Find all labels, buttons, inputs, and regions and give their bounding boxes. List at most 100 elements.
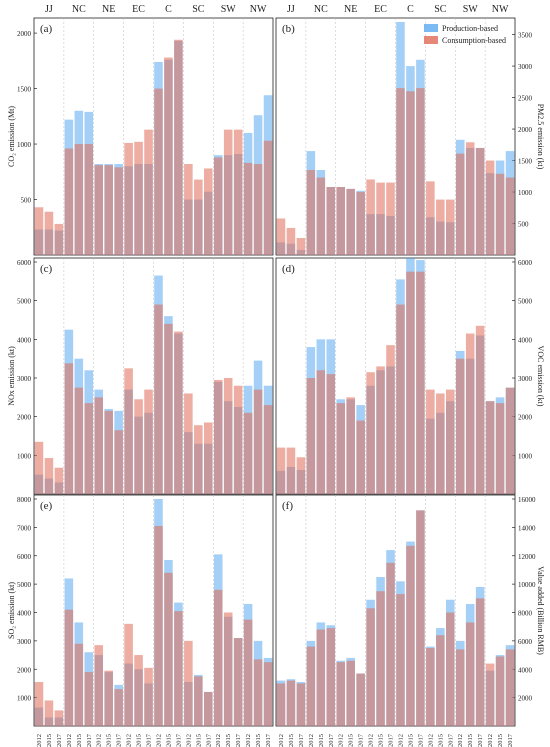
consumption-bar-jj-2015 bbox=[44, 458, 54, 494]
consumption-bar-sc-2012 bbox=[184, 640, 193, 726]
consumption-bar-jj-2012 bbox=[276, 683, 286, 726]
legend-label-production: Production-based bbox=[442, 24, 498, 33]
y-tick-label: 4000 bbox=[518, 666, 533, 674]
y-tick-label: 1000 bbox=[17, 695, 32, 703]
consumption-bar-sc-2017 bbox=[445, 389, 455, 494]
consumption-bar-ne-2017 bbox=[114, 689, 123, 726]
consumption-bar-sc-2017 bbox=[203, 691, 213, 726]
legend-swatch-production bbox=[424, 24, 438, 32]
consumption-bar-nw-2017 bbox=[505, 387, 515, 494]
consumption-bar-c-2015 bbox=[164, 323, 173, 494]
consumption-bar-ec-2015 bbox=[134, 655, 143, 726]
panel-label: (c) bbox=[40, 263, 53, 275]
consumption-bar-ec-2017 bbox=[386, 562, 395, 726]
consumption-bar-jj-2015 bbox=[286, 227, 296, 255]
consumption-bar-ec-2015 bbox=[376, 182, 385, 255]
year-label: 2015 bbox=[407, 734, 414, 747]
consumption-bar-c-2012 bbox=[154, 88, 163, 255]
consumption-bar-sw-2017 bbox=[475, 598, 485, 726]
consumption-bar-c-2017 bbox=[416, 88, 425, 256]
consumption-bar-sw-2015 bbox=[465, 622, 475, 726]
consumption-bar-jj-2015 bbox=[286, 447, 296, 494]
region-label-sc: SC bbox=[192, 4, 205, 15]
region-label-ec: EC bbox=[374, 4, 387, 15]
consumption-bar-sw-2015 bbox=[465, 333, 475, 494]
consumption-bar-sw-2015 bbox=[223, 612, 233, 726]
consumption-bar-sw-2012 bbox=[213, 157, 223, 255]
y-tick-label: 5000 bbox=[17, 298, 32, 306]
y-tick-label: 3000 bbox=[17, 375, 32, 383]
y-tick-label: 3000 bbox=[518, 375, 533, 383]
consumption-bar-ec-2015 bbox=[134, 399, 143, 494]
y-axis-label: SO₂ emission (kt) bbox=[7, 582, 16, 639]
consumption-bar-jj-2017 bbox=[296, 457, 306, 494]
year-label: 2015 bbox=[437, 734, 444, 747]
consumption-bar-sc-2012 bbox=[184, 164, 193, 255]
y-tick-label: 3000 bbox=[518, 63, 533, 71]
consumption-bar-nc-2012 bbox=[64, 609, 74, 726]
consumption-bar-nw-2015 bbox=[253, 659, 263, 726]
consumption-bar-nw-2017 bbox=[263, 405, 273, 494]
consumption-bar-c-2015 bbox=[406, 91, 415, 256]
consumption-bar-nc-2012 bbox=[306, 169, 316, 255]
region-label-nc: NC bbox=[314, 4, 328, 15]
year-label: 2017 bbox=[298, 733, 305, 747]
region-label-sc: SC bbox=[434, 4, 447, 15]
year-label: 2015 bbox=[225, 734, 232, 747]
consumption-bar-jj-2017 bbox=[54, 223, 64, 255]
region-label-nw: NW bbox=[492, 4, 509, 15]
year-label: 2017 bbox=[116, 733, 123, 747]
y-tick-label: 2000 bbox=[17, 666, 32, 674]
y-axis-label: Value added (Billion RMB) bbox=[536, 566, 545, 655]
consumption-bar-nc-2012 bbox=[306, 646, 316, 726]
consumption-bar-nc-2015 bbox=[316, 629, 326, 726]
consumption-bar-jj-2012 bbox=[34, 682, 44, 726]
y-tick-label: 8000 bbox=[518, 610, 533, 618]
year-label: 2017 bbox=[507, 733, 514, 747]
consumption-bar-ne-2012 bbox=[94, 645, 104, 726]
year-label: 2015 bbox=[165, 734, 172, 747]
year-label: 2015 bbox=[46, 734, 53, 747]
year-label: 2015 bbox=[136, 734, 143, 747]
y-tick-label: 4000 bbox=[518, 336, 533, 344]
consumption-bar-sw-2017 bbox=[475, 147, 485, 255]
consumption-bar-sc-2017 bbox=[203, 422, 213, 494]
year-label: 2015 bbox=[106, 734, 113, 747]
region-label-sw: SW bbox=[221, 4, 237, 15]
consumption-bar-ne-2017 bbox=[356, 673, 365, 726]
y-axis-label: NOx emission (kt) bbox=[7, 346, 16, 406]
consumption-bar-nw-2017 bbox=[263, 140, 273, 255]
consumption-bar-nc-2012 bbox=[64, 148, 74, 255]
consumption-bar-ne-2017 bbox=[356, 420, 365, 494]
year-label: 2012 bbox=[245, 734, 252, 747]
year-label: 2012 bbox=[427, 734, 434, 747]
region-label-jj: JJ bbox=[45, 4, 53, 15]
consumption-bar-nw-2012 bbox=[485, 663, 495, 726]
year-label: 2012 bbox=[397, 734, 404, 747]
consumption-bar-sc-2012 bbox=[426, 647, 435, 726]
consumption-bar-jj-2015 bbox=[44, 211, 54, 255]
consumption-bar-c-2012 bbox=[396, 88, 405, 256]
consumption-bar-sw-2017 bbox=[233, 638, 243, 726]
consumption-bar-c-2017 bbox=[174, 39, 183, 255]
year-label: 2015 bbox=[467, 734, 474, 747]
year-label: 2017 bbox=[146, 733, 153, 747]
year-label: 2012 bbox=[36, 734, 43, 747]
y-tick-label: 2000 bbox=[17, 414, 32, 422]
year-label: 2015 bbox=[497, 734, 504, 747]
consumption-bar-sc-2012 bbox=[184, 393, 193, 494]
consumption-bar-jj-2012 bbox=[34, 441, 44, 494]
y-tick-label: 3500 bbox=[518, 32, 533, 40]
consumption-bar-ne-2015 bbox=[346, 660, 355, 726]
consumption-bar-nc-2017 bbox=[84, 144, 94, 255]
y-tick-label: 500 bbox=[21, 197, 32, 205]
consumption-bar-nc-2015 bbox=[316, 370, 326, 494]
consumption-bar-c-2012 bbox=[396, 304, 405, 494]
consumption-bar-sc-2017 bbox=[445, 199, 455, 255]
y-tick-label: 1000 bbox=[17, 141, 32, 149]
consumption-bar-jj-2015 bbox=[286, 680, 296, 726]
consumption-bar-ec-2017 bbox=[144, 389, 153, 494]
y-tick-label: 2000 bbox=[518, 126, 533, 134]
consumption-bar-nw-2015 bbox=[495, 403, 505, 494]
